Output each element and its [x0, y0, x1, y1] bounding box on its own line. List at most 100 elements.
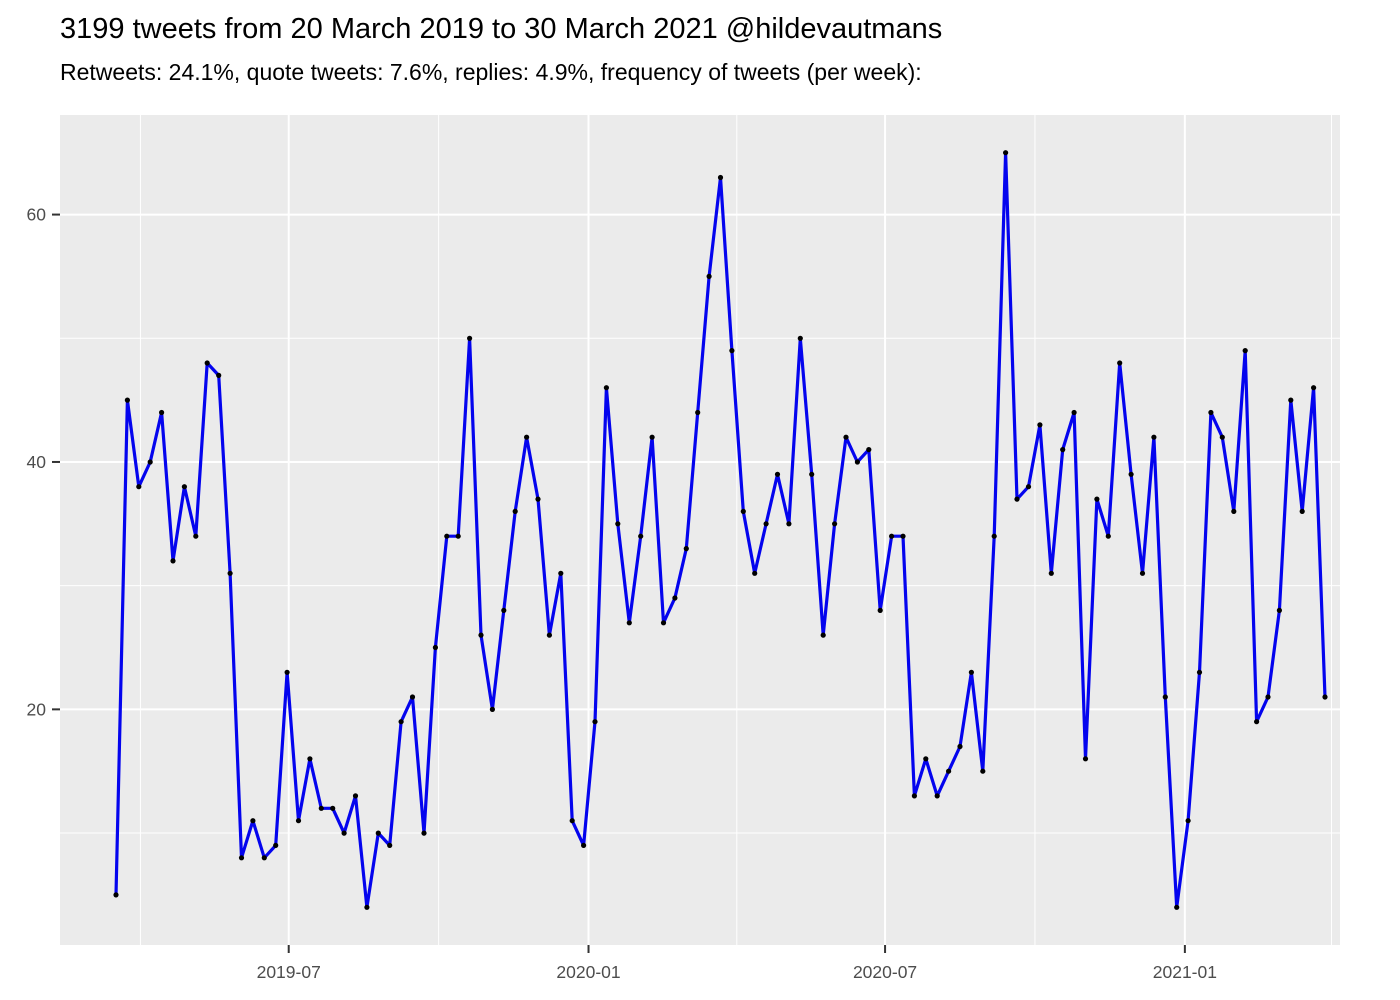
data-point	[1117, 360, 1123, 366]
data-point	[147, 459, 153, 465]
data-point	[1322, 694, 1328, 700]
data-point	[615, 521, 621, 527]
data-point	[387, 842, 393, 849]
data-point	[991, 533, 997, 539]
data-point	[341, 830, 347, 836]
data-point	[558, 570, 564, 576]
data-point	[820, 632, 826, 638]
data-point	[330, 805, 336, 811]
data-point	[1208, 409, 1214, 416]
data-point	[809, 471, 815, 477]
data-point	[1071, 409, 1077, 416]
data-point	[695, 409, 701, 416]
data-point	[432, 644, 438, 651]
data-point	[1139, 570, 1146, 576]
data-point	[546, 632, 553, 638]
data-point	[1231, 508, 1237, 514]
data-point	[1003, 150, 1009, 156]
data-point	[352, 793, 359, 799]
data-point	[455, 533, 461, 539]
data-point	[752, 570, 758, 576]
data-point	[900, 533, 906, 539]
data-point	[467, 335, 473, 341]
x-tick-label: 2020-01	[556, 962, 620, 982]
data-point	[124, 397, 130, 403]
plot-panel	[60, 115, 1340, 945]
data-point	[489, 706, 495, 713]
data-point	[603, 385, 610, 391]
x-tick-label: 2021-01	[1153, 962, 1217, 982]
data-point	[1094, 496, 1100, 502]
data-point	[524, 434, 530, 440]
data-point	[261, 855, 267, 861]
data-point	[375, 830, 381, 836]
data-point	[181, 484, 187, 490]
data-point	[1082, 756, 1089, 762]
data-point	[535, 496, 541, 502]
data-point	[1037, 422, 1043, 428]
data-point	[273, 842, 279, 849]
y-tick-label: 60	[27, 205, 47, 225]
data-point	[170, 558, 176, 564]
data-point	[854, 459, 861, 465]
data-point	[1105, 533, 1111, 539]
data-point	[660, 620, 667, 626]
data-point	[1060, 447, 1066, 453]
data-point	[113, 892, 119, 898]
data-point	[683, 546, 689, 552]
data-point	[717, 174, 724, 181]
y-tick-label: 40	[27, 452, 47, 472]
data-point	[911, 793, 918, 799]
data-point	[1151, 434, 1157, 440]
data-point	[318, 805, 324, 811]
data-point	[1254, 719, 1260, 725]
data-point	[832, 521, 838, 527]
data-point	[307, 756, 313, 762]
data-point	[227, 570, 233, 576]
data-point	[512, 508, 518, 514]
data-point	[444, 533, 450, 539]
data-point	[1185, 818, 1191, 824]
data-point	[501, 607, 507, 614]
data-point	[1242, 348, 1248, 354]
data-point	[284, 669, 290, 675]
y-tick-label: 20	[27, 699, 47, 719]
data-point	[866, 447, 872, 453]
data-point	[204, 360, 210, 366]
data-point	[159, 409, 165, 416]
data-point	[193, 533, 199, 539]
data-point	[1288, 397, 1294, 403]
data-point	[934, 793, 940, 799]
data-point	[1311, 385, 1317, 391]
data-point	[1162, 694, 1168, 700]
data-point	[1014, 496, 1020, 502]
data-point	[1299, 508, 1305, 514]
data-point	[1276, 607, 1282, 614]
data-point	[946, 768, 952, 774]
data-point	[250, 818, 256, 824]
data-point	[1196, 669, 1203, 675]
chart-title: 3199 tweets from 20 March 2019 to 30 Mar…	[60, 13, 943, 45]
data-point	[1128, 471, 1134, 477]
data-point	[592, 719, 598, 725]
data-point	[649, 434, 655, 440]
data-point	[923, 756, 929, 762]
data-point	[626, 620, 632, 626]
data-point	[409, 694, 416, 700]
data-point	[216, 372, 222, 378]
data-point	[1048, 570, 1054, 576]
data-point	[1174, 904, 1180, 910]
x-tick-label: 2020-07	[853, 962, 917, 982]
data-point	[843, 434, 849, 440]
data-point	[1219, 434, 1225, 440]
data-point	[638, 533, 644, 539]
data-point	[581, 842, 587, 849]
data-point	[889, 533, 895, 539]
data-point	[957, 743, 963, 750]
data-point	[980, 768, 986, 774]
data-point	[1265, 694, 1271, 700]
x-tick-label: 2019-07	[257, 962, 321, 982]
data-point	[478, 632, 484, 638]
